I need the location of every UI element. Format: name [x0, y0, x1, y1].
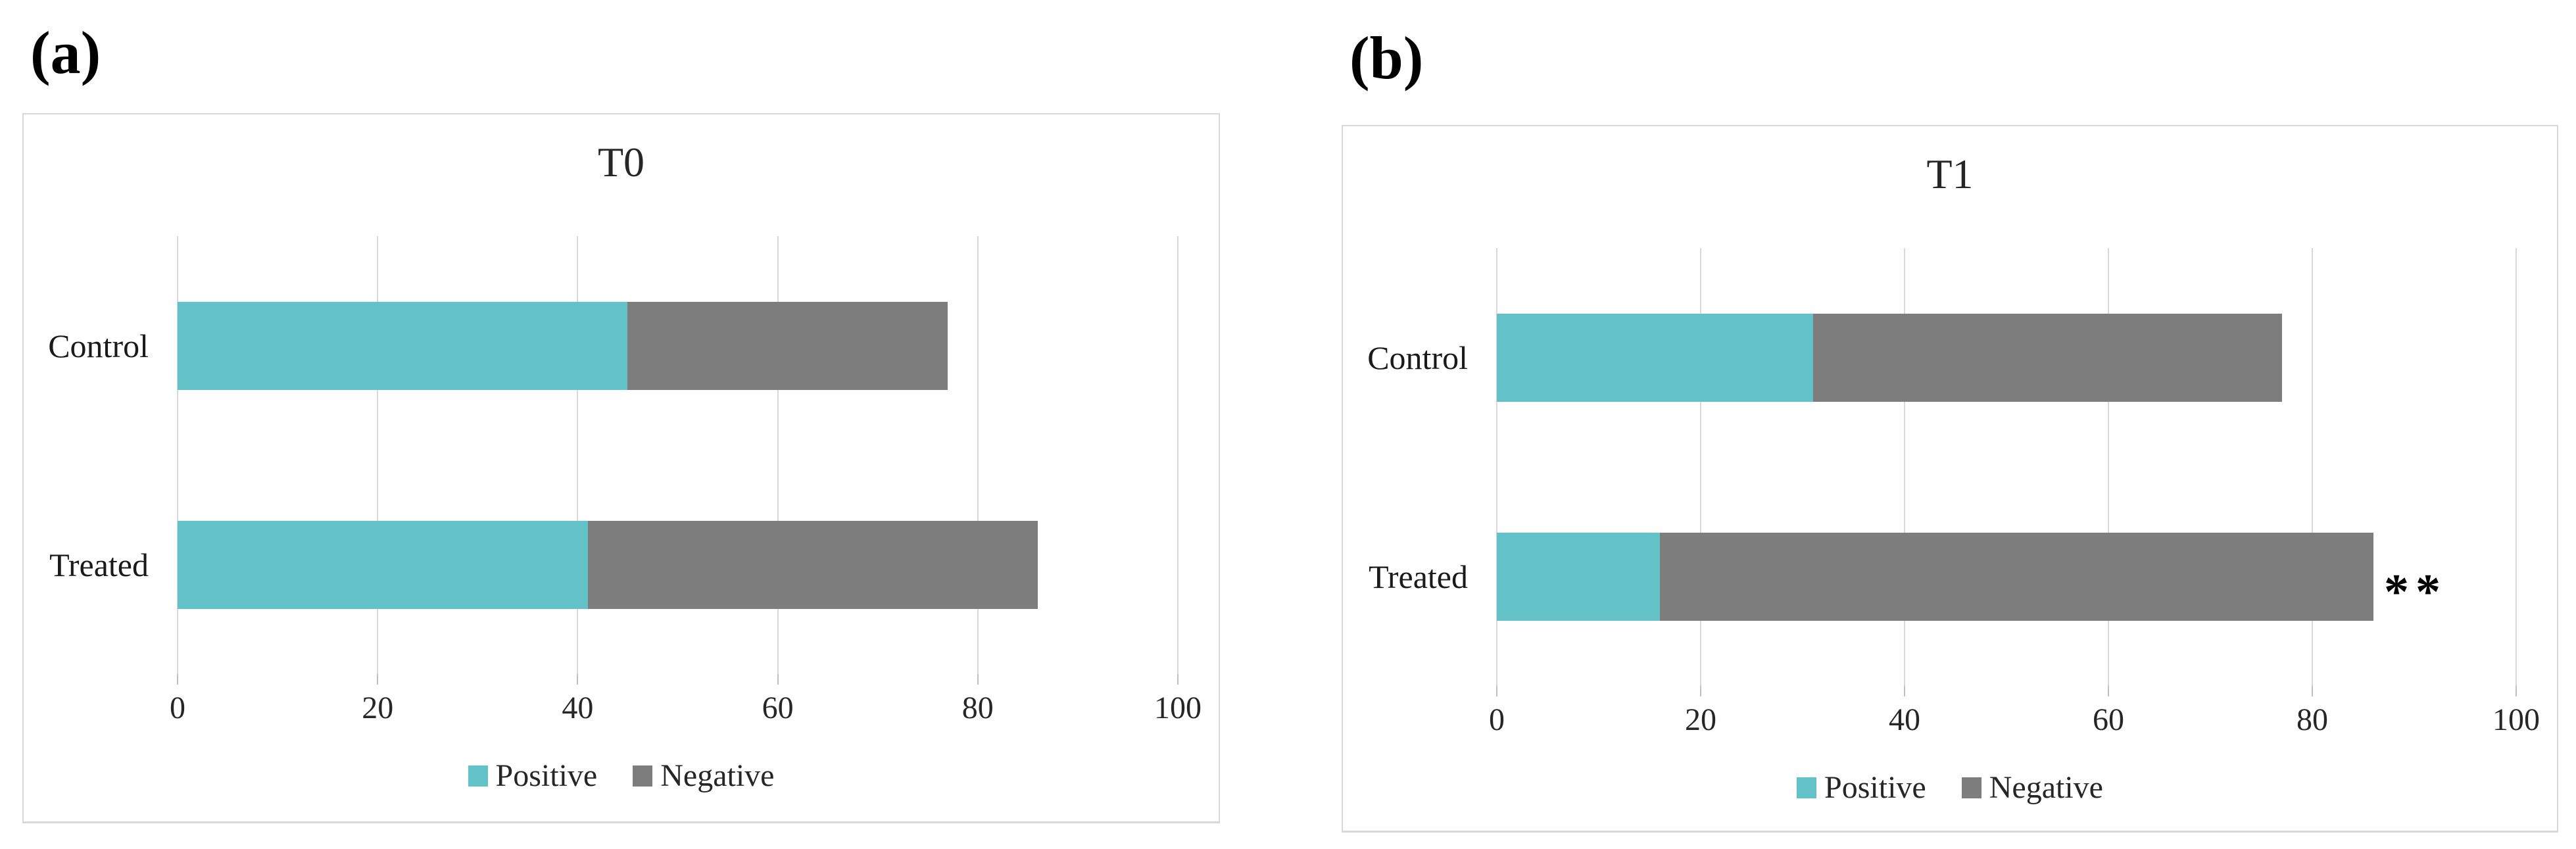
x-tick-label: 20 — [1685, 702, 1716, 737]
gridline — [377, 236, 379, 674]
chart-title: T0 — [597, 139, 645, 185]
axis-tick-mark — [777, 674, 779, 685]
category-label: Control — [1367, 339, 1468, 376]
gridline — [177, 236, 178, 674]
gridline — [1904, 248, 1905, 686]
stacked-bar — [1497, 532, 2516, 621]
stacked-bar — [1497, 313, 2516, 402]
axis-tick-mark — [1177, 674, 1179, 685]
legend-item-positive: Positive — [1797, 772, 1926, 804]
legend-label: Positive — [495, 758, 598, 793]
bar-segment-positive — [178, 301, 628, 390]
x-tick-label: 100 — [2492, 702, 2540, 737]
x-tick-label: 60 — [2093, 702, 2124, 737]
gridline — [777, 236, 779, 674]
legend-swatch-positive — [1797, 777, 1817, 798]
x-tick-label: 40 — [562, 691, 594, 725]
stacked-bar — [178, 301, 1178, 390]
plot-area: 0 20 40 60 80 100 Control Treated ** — [1367, 248, 2540, 737]
legend-swatch-negative — [1961, 777, 1981, 798]
axis-tick-mark — [577, 674, 579, 685]
significance-stars: ** — [2384, 564, 2447, 619]
axis-tick-mark — [2515, 686, 2517, 696]
legend-swatch-negative — [633, 765, 653, 787]
gridline — [1700, 248, 1701, 686]
chart-panel-t0: T0 0 20 40 60 80 100 Control Treated Positive Nega… — [22, 113, 1220, 823]
legend-label: Positive — [1824, 770, 1926, 805]
legend: Positive Negative — [24, 760, 1219, 792]
panel-label-b: (b) — [1349, 24, 1424, 91]
legend-label: Negative — [1989, 770, 2103, 805]
bar-row-control: Control — [48, 236, 1178, 455]
bar-segment-positive — [1497, 532, 1660, 621]
bar-row-control: Control — [1367, 248, 2516, 467]
legend-item-negative: Negative — [1961, 770, 2103, 805]
gridline — [1496, 248, 1497, 686]
gridline — [2312, 248, 2313, 686]
x-tick-label: 100 — [1154, 691, 1202, 725]
axis-tick-mark — [977, 674, 979, 685]
gridline — [1177, 236, 1179, 674]
axis-tick-mark — [2108, 686, 2109, 696]
bar-row-treated: Treated — [49, 455, 1178, 674]
axis-tick-mark — [1496, 686, 1497, 696]
gridline — [2515, 248, 2517, 686]
x-tick-label: 80 — [2297, 702, 2328, 737]
legend-label: Negative — [660, 758, 775, 793]
x-tick-label: 80 — [961, 691, 994, 725]
bar-row-treated: Treated ** — [1369, 467, 2516, 686]
significance-annotation: ** — [2384, 533, 2447, 621]
chart-title: T1 — [1926, 151, 1974, 197]
bar-segment-negative — [1812, 313, 2282, 402]
bar-segment-negative — [627, 301, 948, 390]
bar-segment-positive — [1497, 313, 1813, 402]
x-tick-label: 60 — [762, 691, 794, 725]
gridline — [977, 236, 979, 674]
x-tick-label: 40 — [1889, 702, 1920, 737]
axis-tick-mark — [2312, 686, 2313, 696]
bar-segment-negative — [1660, 532, 2373, 621]
plot-area: 0 20 40 60 80 100 Control Treated — [48, 236, 1202, 725]
axis-tick-mark — [377, 674, 379, 685]
panel-label-a: (a) — [30, 19, 101, 86]
legend: Positive Negative — [1343, 772, 2557, 804]
bar-segment-negative — [587, 520, 1038, 609]
gridline — [577, 236, 579, 674]
x-tick-label: 0 — [170, 691, 185, 725]
x-tick-label: 0 — [1489, 702, 1505, 737]
legend-item-negative: Negative — [633, 760, 774, 792]
gridline — [2108, 248, 2109, 686]
category-label: Treated — [49, 546, 149, 583]
bar-segment-positive — [178, 520, 588, 609]
chart-panel-t1: T1 0 20 40 60 80 100 Control Treated ** Positive Ne… — [1342, 125, 2558, 833]
legend-swatch-positive — [468, 765, 488, 787]
category-label: Control — [48, 327, 149, 364]
x-tick-label: 20 — [362, 691, 394, 725]
stacked-bar — [178, 520, 1178, 609]
axis-tick-mark — [177, 674, 178, 685]
category-label: Treated — [1369, 558, 1468, 595]
axis-tick-mark — [1700, 686, 1701, 696]
axis-tick-mark — [1904, 686, 1905, 696]
legend-item-positive: Positive — [468, 758, 598, 793]
